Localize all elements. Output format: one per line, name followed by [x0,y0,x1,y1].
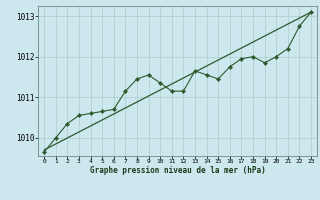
X-axis label: Graphe pression niveau de la mer (hPa): Graphe pression niveau de la mer (hPa) [90,166,266,175]
